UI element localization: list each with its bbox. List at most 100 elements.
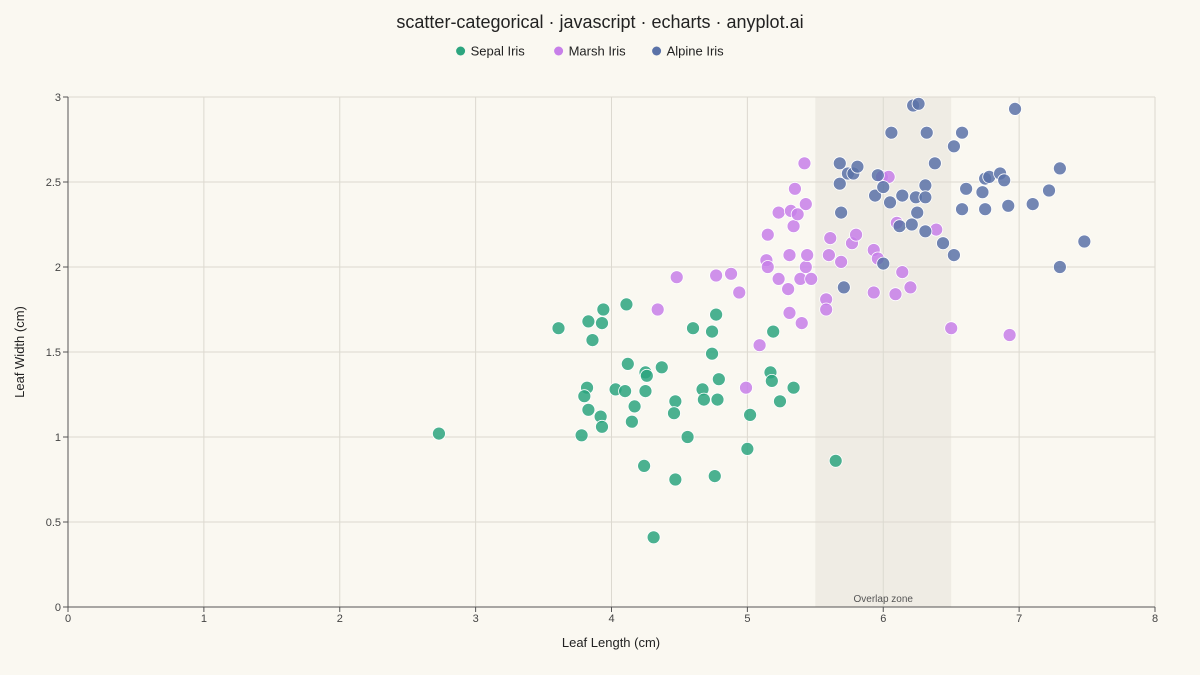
- data-point: [581, 314, 596, 329]
- data-point: [680, 430, 695, 444]
- data-point: [828, 453, 843, 468]
- data-point: [790, 207, 805, 222]
- data-point: [832, 176, 847, 191]
- data-point: [766, 324, 781, 339]
- data-point: [773, 394, 787, 409]
- data-point: [724, 266, 738, 281]
- data-point: [705, 324, 719, 339]
- data-point: [786, 219, 801, 234]
- data-point: [832, 156, 847, 171]
- data-point: [910, 205, 925, 220]
- data-point: [781, 282, 796, 297]
- data-point: [732, 285, 747, 300]
- data-point: [618, 384, 632, 399]
- data-point: [955, 125, 969, 140]
- legend: Sepal Iris Marsh Iris Alpine Iris: [456, 44, 724, 59]
- legend-label: Alpine Iris: [667, 44, 725, 59]
- data-point: [581, 402, 596, 417]
- data-point: [1052, 260, 1067, 274]
- data-point: [1002, 328, 1017, 342]
- data-point: [888, 287, 903, 302]
- data-point: [574, 428, 589, 443]
- data-point: [638, 384, 653, 399]
- data-point: [667, 406, 681, 421]
- data-point: [786, 380, 801, 395]
- data-point: [798, 260, 813, 274]
- data-point: [624, 414, 639, 429]
- y-axis-label: Leaf Width (cm): [12, 306, 27, 398]
- data-point: [771, 271, 786, 286]
- data-point: [650, 302, 665, 317]
- data-point: [959, 181, 974, 196]
- data-point: [740, 441, 755, 456]
- data-point: [876, 256, 891, 271]
- data-point: [834, 205, 849, 220]
- data-point: [646, 530, 661, 545]
- data-point: [764, 373, 779, 388]
- data-point: [903, 280, 918, 295]
- data-point: [760, 260, 775, 274]
- data-point: [944, 321, 959, 336]
- legend-marker: [652, 46, 662, 56]
- data-point: [850, 159, 865, 174]
- data-point: [997, 173, 1012, 188]
- data-point: [620, 356, 635, 371]
- data-point: [637, 458, 652, 473]
- y-tick-label: 1: [55, 432, 61, 444]
- data-point: [895, 188, 910, 203]
- chart-title: scatter-categorical · javascript · echar…: [396, 12, 803, 32]
- data-point: [709, 307, 724, 322]
- data-point: [668, 394, 683, 409]
- data-point: [595, 316, 609, 331]
- data-point: [823, 231, 838, 246]
- data-point: [936, 236, 950, 251]
- legend-marker: [456, 46, 466, 56]
- y-tick-label: 2: [55, 262, 61, 274]
- data-point: [627, 399, 642, 414]
- x-tick-label: 8: [1152, 613, 1158, 625]
- x-tick-label: 6: [880, 613, 886, 625]
- data-point: [798, 197, 813, 212]
- data-point: [669, 270, 684, 285]
- data-point: [800, 248, 815, 263]
- data-point: [739, 380, 753, 395]
- data-point: [771, 205, 786, 220]
- data-point: [782, 305, 797, 320]
- y-tick-label: 3: [55, 92, 61, 104]
- data-point: [596, 302, 611, 317]
- data-point: [978, 202, 993, 217]
- data-point: [870, 168, 885, 183]
- data-point: [577, 389, 592, 404]
- data-point: [918, 178, 933, 193]
- data-point: [904, 217, 919, 232]
- data-point: [918, 190, 933, 205]
- data-point: [782, 248, 797, 263]
- data-point: [955, 202, 969, 217]
- data-point: [752, 338, 767, 353]
- x-tick-label: 4: [608, 613, 614, 625]
- data-point: [760, 227, 775, 242]
- x-tick-label: 2: [337, 613, 343, 625]
- data-point: [595, 419, 609, 434]
- data-point: [868, 188, 882, 203]
- data-point: [794, 316, 809, 331]
- data-point: [884, 125, 899, 140]
- data-point: [711, 372, 726, 387]
- data-point: [947, 139, 961, 154]
- data-point: [1052, 161, 1067, 176]
- x-tick-label: 3: [473, 613, 479, 625]
- data-point: [654, 360, 669, 375]
- data-point: [975, 185, 990, 200]
- data-point: [892, 219, 907, 234]
- data-point: [883, 195, 897, 210]
- data-point: [709, 268, 724, 283]
- data-point: [639, 368, 654, 383]
- plot-area: 0 1 2 3 4 5 6 7 8 0 0.5 1 1.5 2 2.5 3 Overlap zone: [46, 92, 1158, 625]
- data-point: [696, 392, 711, 407]
- x-tick-label: 0: [65, 613, 71, 625]
- data-point: [797, 156, 812, 171]
- data-point: [432, 426, 446, 441]
- legend-label: Sepal Iris: [471, 44, 526, 59]
- data-point: [918, 224, 933, 239]
